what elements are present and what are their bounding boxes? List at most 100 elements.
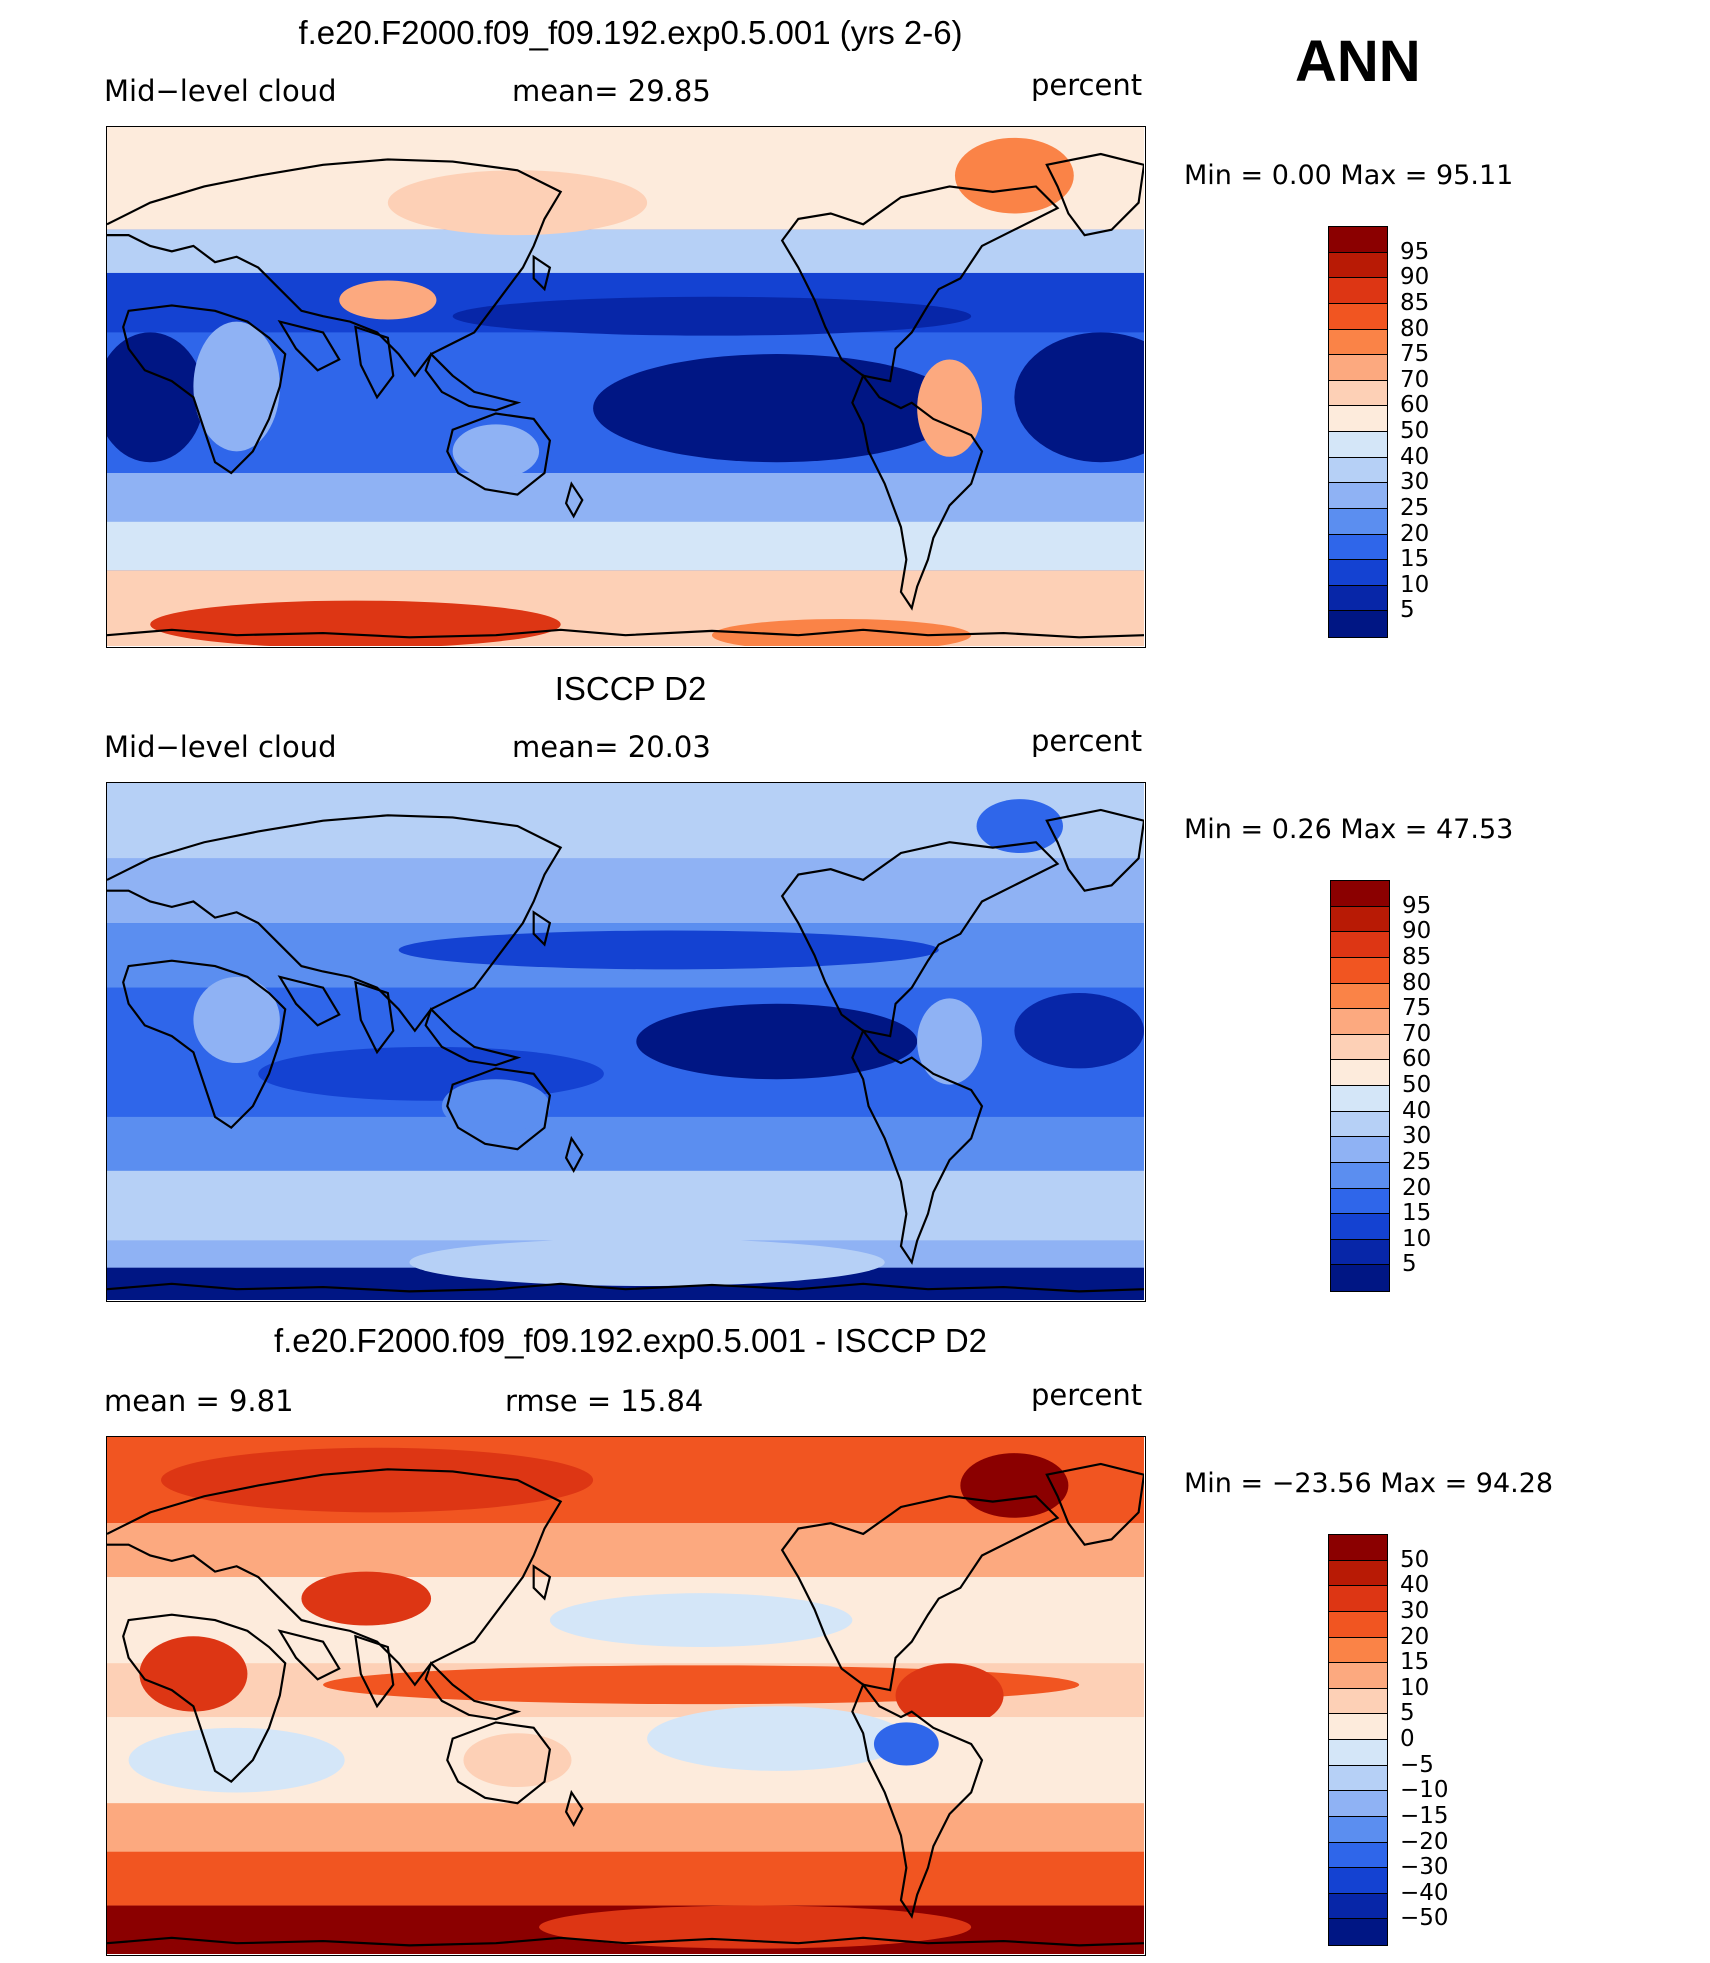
colorbar-tick-label: 15 [1402,1200,1432,1227]
colorbar-segment [1329,1611,1387,1638]
colorbar-tick-label: 95 [1400,238,1430,265]
colorbar-segment [1329,1535,1387,1561]
colorbar-segment [1329,432,1387,458]
colorbar-tick-label: 25 [1402,1148,1432,1175]
colorbar-segment [1329,329,1387,356]
colorbar-tick-label: 70 [1402,1020,1432,1047]
colorbar-segment [1329,1765,1387,1792]
colorbar-segment [1331,881,1389,907]
colorbar-tick-label: 10 [1400,1674,1430,1701]
colorbar-segment [1329,1842,1387,1869]
colorbar-tick-label: 80 [1400,315,1430,342]
colorbar-tick-label: 0 [1400,1726,1415,1752]
colorbar-tick-label: −15 [1400,1802,1449,1829]
colorbar-tick-label: 90 [1402,918,1432,945]
colorbar-tick-label: 5 [1400,597,1415,624]
colorbar-tick-label: −30 [1400,1854,1449,1881]
colorbar-segment [1329,534,1387,561]
colorbar-tick-label: 10 [1400,571,1430,598]
colorbar-tick-label: −50 [1400,1905,1449,1932]
colorbar-segment [1329,508,1387,535]
panel-2-map [106,782,1146,1302]
season-label: ANN [1295,29,1421,94]
colorbar-segment [1329,611,1387,637]
colorbar-tick-label: 40 [1400,1572,1430,1599]
colorbar-segment [1331,983,1389,1010]
colorbar-segment [1329,1816,1387,1843]
colorbar-segment [1331,1086,1389,1112]
colorbar-segment [1331,1111,1389,1138]
colorbar-segment [1329,1560,1387,1587]
colorbar-tick-label: 25 [1400,494,1430,521]
panel-2-variable-label: Mid−level cloud [104,730,337,764]
colorbar-segment [1331,1137,1389,1163]
colorbar-tick-label: 30 [1402,1123,1432,1150]
panel-3-minmax: Min = −23.56 Max = 94.28 [1184,1468,1554,1499]
colorbar-tick-label: 90 [1400,264,1430,291]
colorbar-segment [1329,483,1387,509]
colorbar-segment [1329,278,1387,304]
colorbar-tick-label: 50 [1400,1546,1430,1573]
colorbar-tick-label: −10 [1400,1777,1449,1804]
panel-1-title: f.e20.F2000.f09_f09.192.exp0.5.001 (yrs … [298,14,963,51]
colorbar-segment [1331,1265,1389,1291]
colorbar-segment [1329,1688,1387,1715]
colorbar-tick-label: 20 [1400,1623,1430,1650]
colorbar-segment [1329,380,1387,407]
colorbar-segment [1329,1663,1387,1689]
panel-1-mean-label: mean= 29.85 [512,74,711,108]
colorbar-tick-label: 80 [1402,969,1432,996]
panel-1-units-label: percent [1031,68,1143,102]
colorbar-segment [1329,355,1387,381]
colorbar-tick-label: 15 [1400,546,1430,573]
colorbar-segment [1329,560,1387,586]
colorbar-tick-label: 60 [1402,1046,1432,1073]
colorbar-segment [1331,1034,1389,1061]
colorbar-tick-label: 50 [1402,1072,1432,1098]
panel-2-mean-label: mean= 20.03 [512,730,711,764]
colorbar-tick-label: 10 [1402,1225,1432,1252]
colorbar-segment [1329,1586,1387,1612]
colorbar-tick-label: 60 [1400,392,1430,419]
colorbar-segment [1329,1740,1387,1766]
colorbar-tick-label: 70 [1400,366,1430,393]
colorbar-tick-label: −5 [1400,1751,1434,1778]
colorbar-tick-label: −40 [1400,1879,1449,1906]
colorbar-segment [1331,1009,1389,1035]
panel-2-minmax: Min = 0.26 Max = 47.53 [1184,814,1514,845]
colorbar-tick-label: 40 [1402,1097,1432,1124]
panel-3-title: f.e20.F2000.f09_f09.192.exp0.5.001 - ISC… [273,1322,988,1359]
colorbar-tick-label: 15 [1400,1649,1430,1676]
panel-1-colorbar [1328,226,1388,638]
colorbar-tick-label: 85 [1400,289,1430,316]
colorbar-tick-label: 30 [1400,469,1430,496]
colorbar-segment [1329,1868,1387,1894]
colorbar-tick-label: 85 [1402,943,1432,970]
colorbar-segment [1329,303,1387,330]
panel-3-colorbar [1328,1534,1388,1946]
colorbar-tick-label: 20 [1400,520,1430,547]
colorbar-segment [1329,406,1387,432]
colorbar-segment [1331,957,1389,984]
colorbar-segment [1331,1239,1389,1266]
colorbar-tick-label: 30 [1400,1597,1430,1624]
colorbar-segment [1331,1162,1389,1189]
panel-2-units-label: percent [1031,724,1143,758]
colorbar-tick-label: 50 [1400,418,1430,444]
colorbar-segment [1331,906,1389,933]
colorbar-tick-label: −20 [1400,1828,1449,1855]
colorbar-tick-label: 40 [1400,443,1430,470]
colorbar-segment [1329,457,1387,484]
colorbar-tick-label: 75 [1402,995,1432,1022]
panel-3-map [106,1436,1146,1956]
colorbar-tick-label: 5 [1400,1700,1415,1727]
panel-2-colorbar [1330,880,1390,1292]
colorbar-segment [1329,1714,1387,1740]
colorbar-segment [1331,932,1389,958]
panel-1-map [106,126,1146,648]
colorbar-segment [1331,1214,1389,1240]
colorbar-tick-label: 75 [1400,341,1430,368]
colorbar-segment [1329,1893,1387,1920]
panel-3-units-label: percent [1031,1378,1143,1412]
colorbar-segment [1329,1637,1387,1664]
